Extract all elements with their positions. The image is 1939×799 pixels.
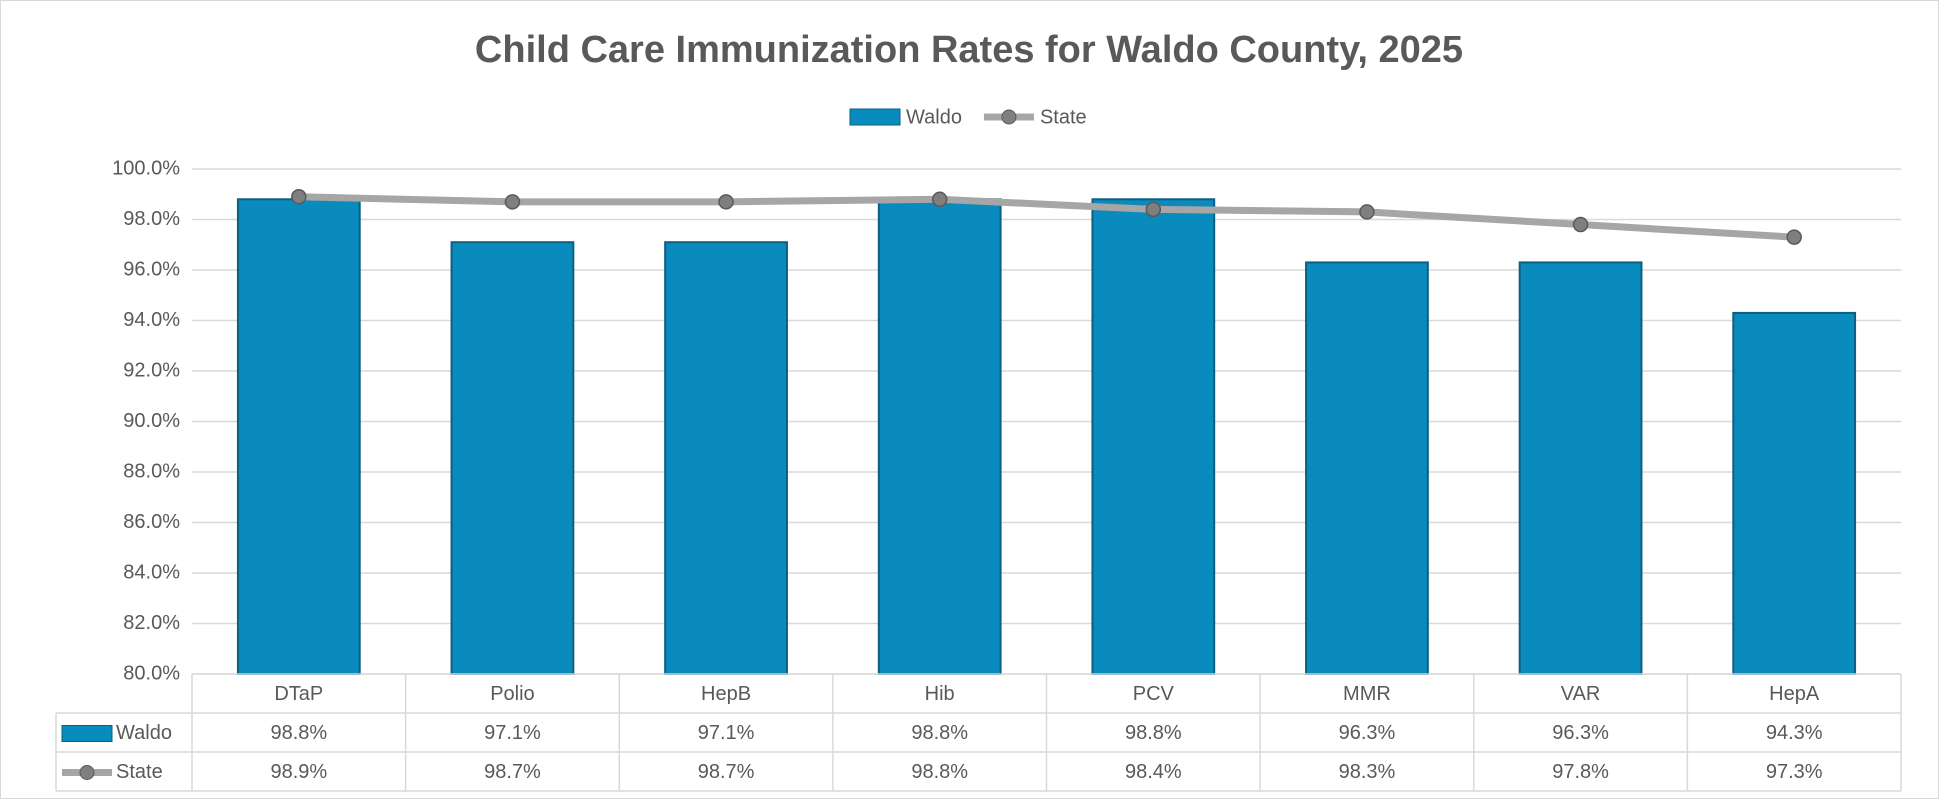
legend-label: State xyxy=(1040,106,1087,128)
data-label: 98.4% xyxy=(1125,761,1182,783)
data-label: 98.8% xyxy=(911,722,968,744)
line-marker xyxy=(1145,201,1162,218)
y-tick-label: 86.0% xyxy=(123,511,180,533)
legend-marker xyxy=(1001,109,1017,125)
data-label: 98.8% xyxy=(911,761,968,783)
line-marker xyxy=(504,194,521,210)
line-marker xyxy=(718,194,734,210)
y-tick-label: 94.0% xyxy=(123,309,180,331)
y-tick-label: 90.0% xyxy=(123,410,180,432)
data-label: 98.9% xyxy=(270,761,327,783)
data-label: 98.8% xyxy=(270,722,327,744)
y-tick-label: 80.0% xyxy=(123,662,180,684)
chart-title: Child Care Immunization Rates for Waldo … xyxy=(475,29,1463,71)
legend-swatch xyxy=(849,108,901,126)
line-marker xyxy=(1572,216,1589,233)
data-label: 98.7% xyxy=(484,761,541,783)
x-tick-label: VAR xyxy=(1561,683,1601,705)
y-tick-label: 100.0% xyxy=(112,157,180,179)
y-tick-label: 98.0% xyxy=(123,208,180,230)
bar xyxy=(236,198,361,676)
line-marker xyxy=(1359,204,1375,220)
data-label: 97.1% xyxy=(698,722,755,744)
data-label: 98.8% xyxy=(1125,722,1182,744)
legend-marker xyxy=(79,765,95,780)
table-row-label: State xyxy=(116,761,163,783)
bar xyxy=(1518,261,1643,675)
y-tick-label: 82.0% xyxy=(123,612,180,634)
data-label: 94.3% xyxy=(1766,722,1823,744)
bar xyxy=(877,198,1002,676)
line-marker xyxy=(291,189,307,205)
legend-label: Waldo xyxy=(906,106,962,128)
bar xyxy=(1305,261,1429,675)
line-marker xyxy=(1786,229,1802,245)
bar xyxy=(450,241,575,675)
x-tick-label: DTaP xyxy=(274,683,323,705)
x-tick-label: Polio xyxy=(490,683,534,705)
y-tick-label: 84.0% xyxy=(123,561,180,583)
bar xyxy=(664,241,788,675)
data-label: 98.3% xyxy=(1339,761,1396,783)
y-tick-label: 88.0% xyxy=(123,460,180,482)
data-label: 97.3% xyxy=(1766,761,1823,783)
data-label: 97.8% xyxy=(1552,761,1609,783)
data-label: 96.3% xyxy=(1339,722,1396,744)
x-tick-label: MMR xyxy=(1343,683,1391,705)
x-tick-label: PCV xyxy=(1133,683,1175,705)
x-tick-label: HepA xyxy=(1769,683,1820,705)
x-tick-label: Hib xyxy=(925,683,955,705)
line-marker xyxy=(931,191,948,208)
y-tick-label: 96.0% xyxy=(123,258,180,280)
x-tick-label: HepB xyxy=(701,683,751,705)
data-label: 98.7% xyxy=(698,761,755,783)
bar xyxy=(1732,311,1857,675)
y-tick-label: 92.0% xyxy=(123,359,180,381)
line xyxy=(298,193,1795,241)
data-label: 97.1% xyxy=(484,722,541,744)
bar xyxy=(1091,198,1216,676)
legend-swatch xyxy=(61,725,113,742)
data-label: 96.3% xyxy=(1552,722,1609,744)
table-row-label: Waldo xyxy=(116,722,172,744)
